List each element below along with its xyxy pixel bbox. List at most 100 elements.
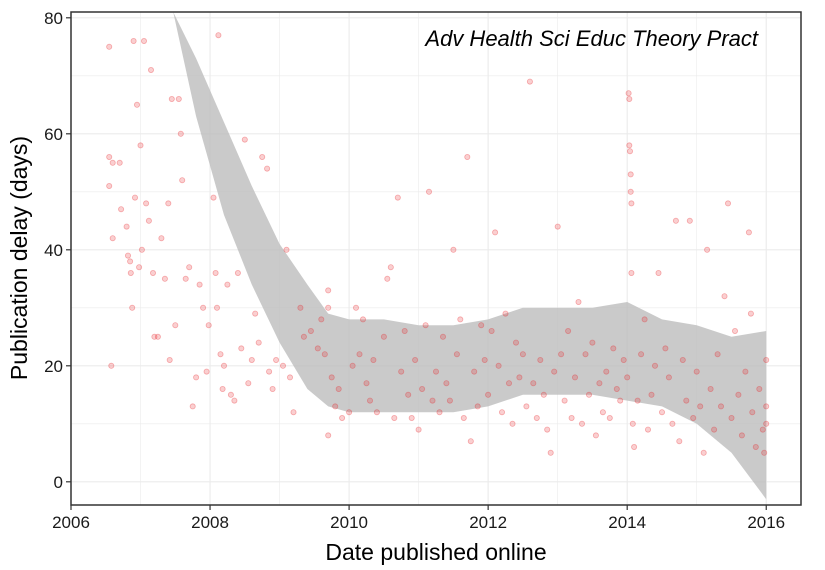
data-point xyxy=(143,200,150,207)
data-point xyxy=(485,391,492,398)
data-point xyxy=(217,351,224,358)
data-point xyxy=(380,333,387,340)
journal-annotation: Adv Health Sci Educ Theory Pract xyxy=(423,26,758,51)
data-point xyxy=(659,409,666,416)
data-point xyxy=(300,333,307,340)
data-point xyxy=(145,217,152,224)
data-point xyxy=(502,310,509,317)
data-point xyxy=(286,374,293,381)
x-tick-label: 2006 xyxy=(52,513,90,532)
data-point xyxy=(481,356,488,363)
data-point xyxy=(241,136,248,143)
data-point xyxy=(625,90,632,97)
data-point xyxy=(672,217,679,224)
data-point xyxy=(558,351,565,358)
data-point xyxy=(166,356,173,363)
data-point xyxy=(460,414,467,421)
data-point xyxy=(669,420,676,427)
data-point xyxy=(745,229,752,236)
data-point xyxy=(384,275,391,282)
data-point xyxy=(523,403,530,410)
data-point xyxy=(756,385,763,392)
data-point xyxy=(118,206,125,213)
data-point xyxy=(634,397,641,404)
data-point xyxy=(665,374,672,381)
data-point xyxy=(335,385,342,392)
data-point xyxy=(196,281,203,288)
data-point xyxy=(714,351,721,358)
x-tick-label: 2016 xyxy=(747,513,785,532)
data-point xyxy=(617,397,624,404)
data-point xyxy=(200,304,207,311)
smooth-confidence-band xyxy=(173,12,767,500)
data-point xyxy=(592,432,599,439)
data-point xyxy=(537,356,544,363)
data-point xyxy=(131,194,138,201)
data-point xyxy=(676,438,683,445)
data-point xyxy=(314,345,321,352)
data-point xyxy=(544,426,551,433)
data-point xyxy=(248,356,255,363)
data-point xyxy=(683,397,690,404)
data-point xyxy=(412,356,419,363)
data-point xyxy=(439,333,446,340)
data-point xyxy=(325,287,332,294)
data-point xyxy=(627,171,634,178)
y-axis-title: Publication delay (days) xyxy=(6,136,32,380)
data-point xyxy=(133,101,140,108)
data-point xyxy=(436,409,443,416)
data-point xyxy=(763,356,770,363)
data-point xyxy=(255,339,262,346)
data-point xyxy=(547,449,554,456)
data-point xyxy=(266,368,273,375)
data-point xyxy=(394,194,401,201)
data-point xyxy=(224,281,231,288)
data-point xyxy=(725,200,732,207)
data-point xyxy=(273,356,280,363)
data-point xyxy=(370,356,377,363)
data-point xyxy=(519,351,526,358)
data-point xyxy=(116,159,123,166)
data-point xyxy=(707,385,714,392)
data-point xyxy=(339,414,346,421)
data-point xyxy=(136,264,143,271)
data-point xyxy=(721,293,728,300)
data-point xyxy=(686,217,693,224)
data-point xyxy=(627,188,634,195)
data-point xyxy=(307,327,314,334)
data-point xyxy=(429,397,436,404)
data-point xyxy=(509,420,516,427)
y-tick-label: 20 xyxy=(44,357,63,376)
data-point xyxy=(711,426,718,433)
data-point xyxy=(599,409,606,416)
data-point xyxy=(227,391,234,398)
data-point xyxy=(425,188,432,195)
data-point xyxy=(589,339,596,346)
data-point xyxy=(318,316,325,323)
data-point xyxy=(540,391,547,398)
panel-border xyxy=(70,11,802,506)
data-point xyxy=(596,380,603,387)
data-point xyxy=(761,449,768,456)
data-point xyxy=(147,67,154,74)
data-point xyxy=(498,409,505,416)
data-point xyxy=(212,269,219,276)
data-point xyxy=(419,385,426,392)
data-point xyxy=(533,414,540,421)
y-tick-label: 80 xyxy=(44,9,63,28)
data-point xyxy=(565,327,572,334)
data-point xyxy=(763,420,770,427)
data-point xyxy=(356,351,363,358)
data-point xyxy=(154,333,161,340)
data-point xyxy=(457,316,464,323)
data-point xyxy=(735,391,742,398)
data-point xyxy=(620,356,627,363)
data-point xyxy=(478,322,485,329)
data-point xyxy=(219,385,226,392)
data-point xyxy=(106,153,113,160)
data-point xyxy=(366,397,373,404)
data-point xyxy=(464,153,471,160)
x-tick-label: 2014 xyxy=(608,513,646,532)
